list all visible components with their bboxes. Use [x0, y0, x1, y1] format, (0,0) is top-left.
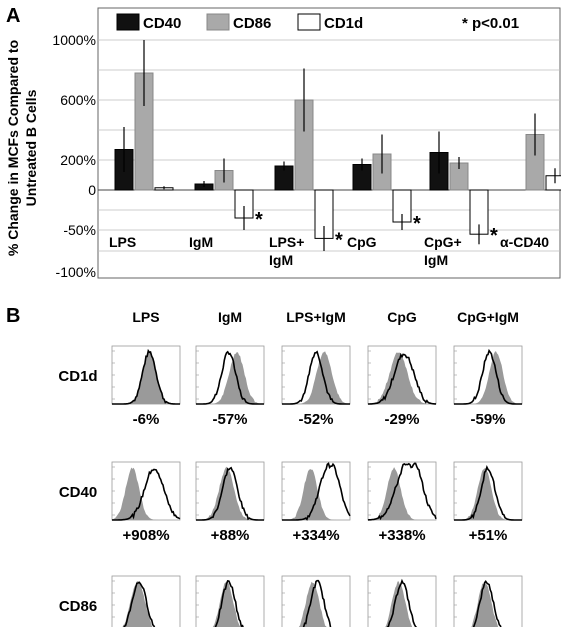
legend-swatch-cd1d [297, 13, 321, 31]
histogram-line-stimulated [368, 352, 436, 405]
histogram-line-stimulated [298, 579, 337, 632]
percent-change-label: +908% [122, 527, 169, 544]
y-tick-label: -50% [63, 222, 96, 238]
panel-a-letter: A [6, 5, 20, 27]
histogram-line-stimulated [282, 462, 351, 521]
panel-a-frame [97, 7, 561, 279]
percent-change-label: -57% [212, 411, 247, 428]
gridlines [98, 39, 560, 252]
legend-label-cd1d: CD1d [324, 15, 363, 32]
x-category-label: IgM [269, 252, 293, 268]
histogram-line-stimulated [209, 580, 248, 632]
x-category-label: CpG+ [424, 234, 462, 250]
histogram-filled-isotype [196, 466, 264, 520]
significance-note: * p<0.01 [462, 15, 519, 32]
y-tick-label: 1000% [52, 32, 96, 48]
histogram-filled-isotype [454, 351, 522, 404]
percent-change-label: +88% [211, 527, 250, 544]
y-axis-label-line1: % Change in MCFs Compared to [5, 40, 21, 256]
histogram-filled-isotype [112, 351, 180, 404]
legend-swatch-cd40 [116, 13, 140, 31]
y-axis-label-line2: Untreated B Cells [23, 89, 39, 206]
histogram-line-stimulated [196, 466, 264, 521]
histogram-line-stimulated [454, 348, 522, 405]
column-header: CpG [387, 309, 417, 325]
column-header: IgM [218, 309, 242, 325]
x-category-label: α-CD40 [500, 234, 549, 250]
y-tick-label: 200% [60, 152, 96, 168]
legend-label-cd40: CD40 [143, 15, 181, 32]
histogram-filled-isotype [295, 581, 331, 632]
percent-change-label: +334% [292, 527, 339, 544]
x-category-labels: LPS IgM LPS+ IgM CpG CpG+ IgM α-CD40 [109, 234, 549, 268]
percent-change-label: +51% [469, 527, 508, 544]
histogram-filled-isotype [118, 581, 157, 632]
significance-star: * [490, 225, 498, 247]
y-tick-label: 600% [60, 92, 96, 108]
column-header: LPS [132, 309, 159, 325]
x-category-label: IgM [189, 234, 213, 250]
bar-cd1d [545, 175, 561, 191]
histogram-filled-isotype [381, 581, 417, 632]
column-header: LPS+IgM [286, 309, 346, 325]
panel-b-letter: B [6, 305, 20, 327]
histogram-filled-isotype [282, 351, 350, 404]
y-tick-labels: 1000% 600% 200% 0 -50% -100% [52, 32, 96, 280]
histogram-filled-isotype [196, 352, 264, 404]
histogram-line-stimulated [112, 348, 180, 405]
histogram-line-stimulated [282, 350, 350, 405]
histogram-line-stimulated [454, 464, 522, 521]
histogram-grid: LPS IgM LPS+IgM CpG CpG+IgM CD1d -6% -57% -52% -2… [58, 309, 523, 632]
percent-change-label: -6% [133, 411, 160, 428]
y-tick-label: 0 [88, 182, 96, 198]
percent-change-label: +338% [378, 527, 425, 544]
x-category-label: CpG [347, 234, 377, 250]
row-label: CD40 [59, 484, 97, 501]
row-label: CD1d [58, 368, 97, 385]
histogram-filled-isotype [368, 467, 436, 520]
histogram-filled-isotype [282, 469, 350, 520]
histogram-filled-isotype [112, 467, 180, 520]
significance-star: * [413, 213, 421, 235]
row-label: CD86 [59, 598, 97, 615]
percent-change-label: -59% [470, 411, 505, 428]
bar-marks: * * * * [114, 40, 561, 251]
significance-star: * [255, 209, 263, 231]
percent-change-label: -29% [384, 411, 419, 428]
histogram-filled-isotype [368, 352, 436, 404]
percent-change-label: -52% [298, 411, 333, 428]
histogram-filled-isotype [454, 468, 522, 520]
histogram-line-stimulated [112, 468, 181, 521]
histogram-line-stimulated [383, 578, 421, 632]
x-category-label: LPS [109, 234, 136, 250]
legend: CD40 CD86 CD1d * p<0.01 [116, 13, 519, 32]
legend-label-cd86: CD86 [233, 15, 271, 32]
histogram-line-stimulated [367, 462, 437, 521]
y-tick-label: -100% [56, 264, 96, 280]
legend-swatch-cd86 [206, 13, 230, 31]
x-category-label: LPS+ [269, 234, 304, 250]
significance-star: * [335, 229, 343, 251]
x-category-label: IgM [424, 252, 448, 268]
histogram-line-stimulated [467, 580, 506, 632]
column-header: CpG+IgM [457, 309, 519, 325]
histogram-line-stimulated [196, 350, 264, 405]
